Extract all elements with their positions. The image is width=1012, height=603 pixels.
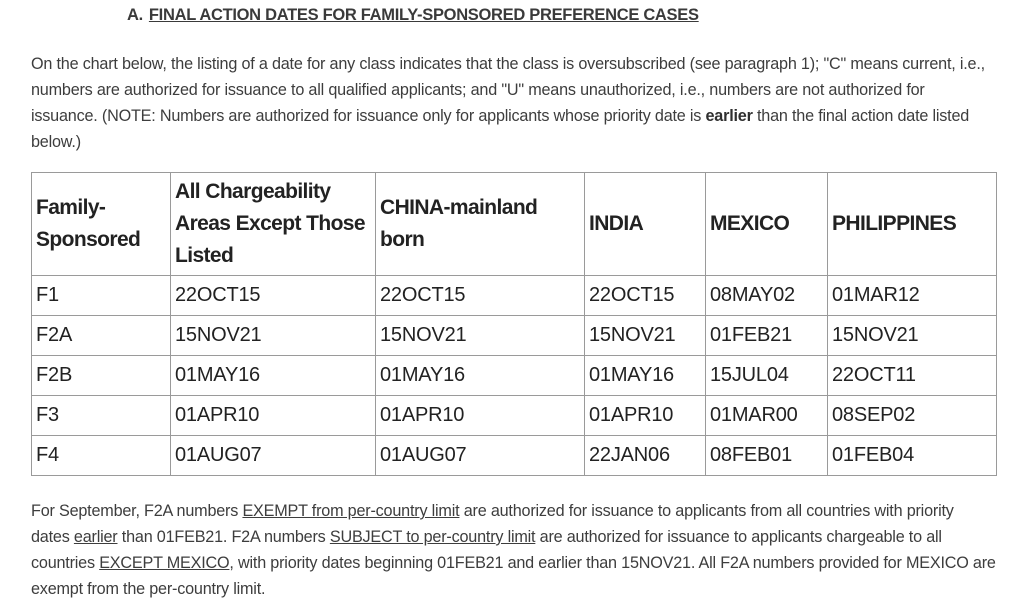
footer-text-5: , with priority dates beginning 01FEB21 … xyxy=(31,554,996,598)
table-cell: F3 xyxy=(31,395,171,436)
footer-paragraph: For September, F2A numbers EXEMPT from p… xyxy=(31,498,996,602)
table-row: F2A 15NOV21 15NOV21 15NOV21 01FEB21 15NO… xyxy=(31,315,997,356)
table-cell: 01APR10 xyxy=(170,395,376,436)
table-cell: 08FEB01 xyxy=(705,435,828,476)
table-cell: F1 xyxy=(31,275,171,316)
table-cell: 01MAY16 xyxy=(170,355,376,396)
intro-bold-earlier: earlier xyxy=(705,107,753,125)
table-cell: 08SEP02 xyxy=(827,395,997,436)
table-cell: F2A xyxy=(31,315,171,356)
table-cell: 22OCT15 xyxy=(584,275,706,316)
table-cell: 15NOV21 xyxy=(375,315,585,356)
header-china-mainland: CHINA-mainland born xyxy=(375,172,585,276)
table-cell: 08MAY02 xyxy=(705,275,828,316)
intro-paragraph: On the chart below, the listing of a dat… xyxy=(31,51,991,155)
table-cell: 01APR10 xyxy=(584,395,706,436)
footer-underlined-subject: SUBJECT to per-country limit xyxy=(329,528,536,546)
footer-underlined-except-mexico: EXCEPT MEXICO xyxy=(99,554,230,572)
table-cell: 01AUG07 xyxy=(375,435,585,476)
table-cell: 01MAR12 xyxy=(827,275,997,316)
header-mexico: MEXICO xyxy=(705,172,828,276)
table-row: F1 22OCT15 22OCT15 22OCT15 08MAY02 01MAR… xyxy=(31,275,997,316)
section-heading: A. FINAL ACTION DATES FOR FAMILY-SPONSORE… xyxy=(127,6,699,25)
table-cell: 01FEB21 xyxy=(705,315,828,356)
header-philippines: PHILIPPINES xyxy=(827,172,997,276)
table-row: F4 01AUG07 01AUG07 22JAN06 08FEB01 01FEB… xyxy=(31,435,997,476)
table-cell: 15NOV21 xyxy=(170,315,376,356)
table-cell: 15NOV21 xyxy=(584,315,706,356)
table-cell: 22OCT11 xyxy=(827,355,997,396)
table-cell: 01APR10 xyxy=(375,395,585,436)
final-action-dates-table: Family-Sponsored All Chargeability Areas… xyxy=(31,172,997,476)
table-cell: 22JAN06 xyxy=(584,435,706,476)
footer-text-2: are authorized for issuance to applicant… xyxy=(31,502,954,546)
section-title: FINAL ACTION DATES FOR FAMILY-SPONSORED … xyxy=(148,6,699,24)
table-row: F3 01APR10 01APR10 01APR10 01MAR00 08SEP… xyxy=(31,395,997,436)
intro-text-2: than the final action date listed below.… xyxy=(31,107,970,151)
table-cell: 15JUL04 xyxy=(705,355,828,396)
footer-text-1: For September, F2A numbers xyxy=(31,502,243,520)
section-prefix: A. xyxy=(127,6,143,24)
intro-text-1: On the chart below, the listing of a dat… xyxy=(31,55,985,125)
table-cell: F4 xyxy=(31,435,171,476)
footer-text-3: than 01FEB21. F2A numbers xyxy=(117,528,330,546)
table-row: F2B 01MAY16 01MAY16 01MAY16 15JUL04 22OC… xyxy=(31,355,997,396)
footer-underlined-exempt: EXEMPT from per-country limit xyxy=(242,502,460,520)
footer-text-4: are authorized for issuance to applicant… xyxy=(31,528,942,572)
table-cell: 01MAY16 xyxy=(375,355,585,396)
table-cell: 22OCT15 xyxy=(375,275,585,316)
table-cell: 22OCT15 xyxy=(170,275,376,316)
table-cell: 01MAR00 xyxy=(705,395,828,436)
header-family-sponsored: Family-Sponsored xyxy=(31,172,171,276)
header-india: INDIA xyxy=(584,172,706,276)
table-cell: 01AUG07 xyxy=(170,435,376,476)
table-cell: 15NOV21 xyxy=(827,315,997,356)
header-all-chargeability: All Chargeability Areas Except Those Lis… xyxy=(170,172,376,276)
table-cell: F2B xyxy=(31,355,171,396)
table-cell: 01FEB04 xyxy=(827,435,997,476)
footer-underlined-earlier: earlier xyxy=(73,528,118,546)
table-cell: 01MAY16 xyxy=(584,355,706,396)
table-header-row: Family-Sponsored All Chargeability Areas… xyxy=(31,172,997,276)
